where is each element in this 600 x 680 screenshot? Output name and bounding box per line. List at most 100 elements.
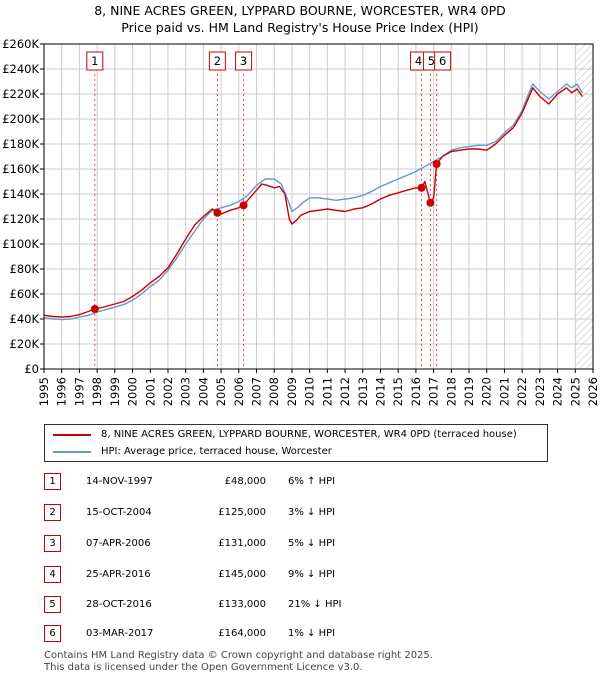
sale-number: 1 [44,473,61,490]
x-tick-label: 1997 [72,377,86,406]
y-tick-label: £140K [2,187,39,201]
y-tick-label: £100K [2,237,39,251]
y-tick-label: £20K [10,337,40,351]
sale-hpi-diff: 5% ↓ HPI [288,538,336,549]
x-tick-label: 1999 [108,377,122,406]
sale-point-6 [432,160,441,168]
x-tick-label: 2002 [161,377,175,406]
footer-licence: This data is licensed under the Open Gov… [44,662,363,673]
sale-point-5 [426,198,435,207]
table-row: 6 03-MAR-2017 £164,000 1% ↓ HPI [44,624,384,644]
forecast-hatch [575,44,593,369]
sale-date: 28-OCT-2016 [86,599,152,610]
x-tick-label: 2017 [427,377,441,406]
sale-marker-lines [94,74,438,369]
x-tick-label: 1998 [90,377,104,406]
sale-date: 15-OCT-2004 [86,507,152,518]
x-tick-label: 2005 [214,377,228,406]
x-tick-label: 2019 [462,377,476,406]
x-tick-label: 2015 [391,377,405,406]
price-paid-line [43,87,583,318]
sale-date: 07-APR-2006 [86,538,151,549]
y-tick-label: £80K [10,262,40,276]
y-tick-label: £0 [24,362,39,376]
sale-points [90,160,441,313]
sale-hpi-diff: 3% ↓ HPI [288,507,336,518]
sale-box-2 [208,51,226,71]
table-row: 4 25-APR-2016 £145,000 9% ↓ HPI [44,565,384,585]
x-tick-label: 2013 [356,377,370,406]
x-tick-label: 1995 [37,377,51,406]
legend-swatch-hpi [53,451,91,453]
legend-label-price: 8, NINE ACRES GREEN, LYPPARD BOURNE, WOR… [101,429,517,440]
y-tick-label: £240K [2,62,39,76]
x-tick-label: 2000 [126,377,140,406]
legend-label-hpi: HPI: Average price, terraced house, Worc… [101,446,332,457]
sale-hpi-diff: 21% ↓ HPI [288,599,342,610]
x-tick-label: 2020 [480,377,494,406]
footer-copyright: Contains HM Land Registry data © Crown c… [44,650,433,661]
plot-frame [43,43,594,370]
sale-date: 03-MAR-2017 [86,628,154,639]
sale-number: 6 [44,625,61,642]
y-tick-label: £220K [2,87,39,101]
sale-price: £125,000 [218,507,266,518]
grid [43,43,594,370]
y-tick-label: £180K [2,137,39,151]
x-tick-label: 2022 [515,377,529,406]
x-tick-label: 2026 [586,377,600,406]
chart-subtitle: Price paid vs. HM Land Registry's House … [121,20,479,35]
table-row: 2 15-OCT-2004 £125,000 3% ↓ HPI [44,503,384,523]
hpi-line [43,83,583,321]
sale-hpi-diff: 1% ↓ HPI [288,628,336,639]
sale-box-6 [434,51,452,71]
y-tick-label: £260K [2,37,39,51]
x-tick-label: 2001 [143,377,157,406]
table-row: 3 07-APR-2006 £131,000 5% ↓ HPI [44,534,384,554]
x-tick-label: 2004 [196,377,210,406]
sale-price: £131,000 [218,538,266,549]
sale-hpi-diff: 6% ↑ HPI [288,476,336,487]
sale-number: 2 [44,504,61,521]
sale-number: 5 [44,596,61,613]
sale-box-label-4: 4 [415,54,422,68]
sale-date: 14-NOV-1997 [86,476,153,487]
x-tick-label: 1996 [55,377,69,406]
sale-box-1 [86,51,104,71]
legend-swatch-price [53,434,91,436]
x-tick-label: 2006 [232,377,246,406]
sale-box-label-1: 1 [91,54,98,68]
sale-point-1 [90,305,99,313]
sale-date: 25-APR-2016 [86,569,151,580]
x-tick-label: 2009 [285,377,299,406]
sale-box-label-6: 6 [439,54,446,68]
y-tick-label: £160K [2,162,39,176]
sale-point-3 [239,201,248,210]
table-row: 1 14-NOV-1997 £48,000 6% ↑ HPI [44,472,384,492]
x-tick-label: 2007 [250,377,264,406]
sale-price: £48,000 [224,476,266,487]
series-lines [43,83,583,321]
y-tick-label: £120K [2,212,39,226]
table-row: 5 28-OCT-2016 £133,000 21% ↓ HPI [44,595,384,615]
footer-attribution: Contains HM Land Registry data © Crown c… [44,650,433,674]
chart-title-address: 8, NINE ACRES GREEN, LYPPARD BOURNE, WOR… [94,3,506,18]
x-tick-label: 2014 [373,377,387,406]
y-tick-label: £40K [10,312,40,326]
x-tick-label: 2023 [533,377,547,406]
x-tick-label: 2010 [303,377,317,406]
x-tick-label: 2011 [320,377,334,406]
x-tick-label: 2012 [338,377,352,406]
axes: 1995 1996 1997 1998 1999 2000 2001 2002 2003 2004… [2,37,600,406]
forecast-hatch-region [575,44,593,369]
sale-box-label-2: 2 [214,54,221,68]
sale-hpi-diff: 9% ↓ HPI [288,569,336,580]
y-tick-label: £60K [10,287,40,301]
x-tick-label: 2021 [497,377,511,406]
sale-box-3 [235,51,253,71]
x-tick-label: 2008 [267,377,281,406]
chart-legend: 8, NINE ACRES GREEN, LYPPARD BOURNE, WOR… [44,424,548,462]
x-tick-label: 2024 [551,377,565,406]
sale-point-2 [213,208,222,217]
